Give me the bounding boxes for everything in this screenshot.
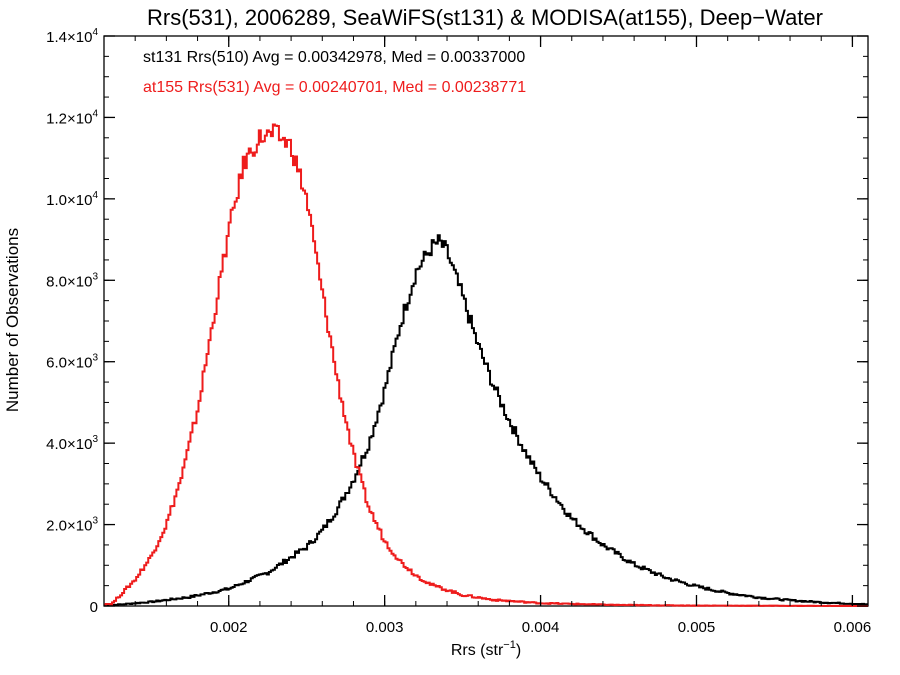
plot-border	[103, 35, 869, 607]
x-axis-label-exponent: −1	[503, 639, 516, 651]
y-tick-exponent: 3	[92, 434, 98, 445]
y-tick-label: 1.0×104	[46, 190, 98, 209]
y-tick-exponent: 3	[92, 271, 98, 282]
y-tick-exponent: 4	[92, 108, 98, 119]
series-line-2	[104, 123, 868, 607]
x-axis-label-main: Rrs (str	[451, 642, 504, 659]
y-axis-label: Number of Observations	[3, 228, 22, 412]
plot-frame	[103, 35, 869, 607]
annotation-st131: st131 Rrs(510) Avg = 0.00342978, Med = 0…	[143, 49, 525, 66]
x-tick-label: 0.003	[366, 619, 404, 636]
x-tick-labels: 0.002 0.003 0.004 0.005 0.006	[210, 619, 871, 636]
y-tick-label: 8.0×103	[46, 271, 98, 290]
y-tick-label: 1.2×104	[46, 108, 98, 127]
series-layer	[104, 123, 868, 607]
x-tick-label: 0.004	[522, 619, 560, 636]
annotation-at155: at155 Rrs(531) Avg = 0.00240701, Med = 0…	[143, 79, 526, 96]
x-tick-label: 0.005	[678, 619, 716, 636]
x-tick-label: 0.002	[210, 619, 248, 636]
y-tick-mantissa: 1.0×10	[46, 192, 92, 209]
y-tick-label: 0	[90, 599, 98, 616]
y-tick-exponent: 3	[92, 353, 98, 364]
y-tick-mantissa: 2.0×10	[46, 518, 92, 535]
chart-title: Rrs(531), 2006289, SeaWiFS(st131) & MODI…	[147, 5, 823, 30]
y-tick-mantissa: 6.0×10	[46, 355, 92, 372]
x-tick-label: 0.006	[834, 619, 872, 636]
y-tick-mantissa: 4.0×10	[46, 436, 92, 453]
y-tick-mantissa: 0	[90, 599, 98, 616]
y-tick-mantissa: 8.0×10	[46, 273, 92, 290]
y-tick-exponent: 3	[92, 516, 98, 527]
y-tick-label: 4.0×103	[46, 434, 98, 453]
y-tick-exponent: 4	[92, 27, 98, 38]
y-tick-labels: 02.0×1034.0×1036.0×1038.0×1031.0×1041.2×…	[46, 27, 98, 616]
y-tick-label: 2.0×103	[46, 516, 98, 535]
x-axis-label-close: )	[516, 642, 521, 659]
ticks-layer	[103, 35, 868, 607]
series-line-1	[104, 234, 868, 607]
y-tick-label: 1.4×104	[46, 27, 98, 46]
y-tick-mantissa: 1.2×10	[46, 110, 92, 127]
y-tick-exponent: 4	[92, 190, 98, 201]
x-axis-label: Rrs (str−1)	[451, 639, 521, 659]
y-tick-label: 6.0×103	[46, 353, 98, 372]
y-tick-mantissa: 1.4×10	[46, 29, 92, 46]
